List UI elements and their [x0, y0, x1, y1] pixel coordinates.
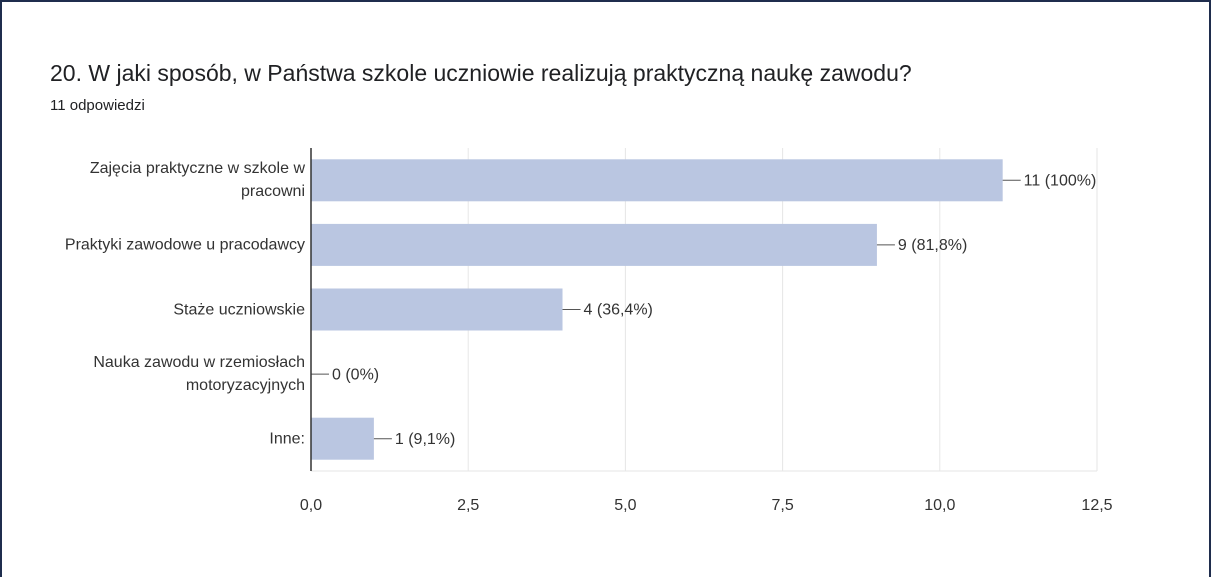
bar [311, 417, 374, 460]
bar [311, 159, 1003, 202]
y-tick-label: Nauka zawodu w rzemiosłach motoryzacyjny… [93, 354, 305, 395]
bar [311, 288, 563, 331]
bar [311, 223, 877, 266]
chart-subtitle: 11 odpowiedzi [50, 97, 145, 114]
x-tick-label: 5,0 [614, 497, 636, 514]
x-tick-label: 0,0 [300, 497, 322, 514]
y-tick-label: Zajęcia praktyczne w szkole w pracowni [89, 160, 305, 201]
y-tick-label: Inne: [269, 430, 305, 448]
chart-title: 20. W jaki sposób, w Państwa szkole uczn… [50, 60, 912, 86]
x-tick-label: 7,5 [771, 497, 793, 514]
data-label: 1 (9,1%) [395, 431, 455, 448]
data-label: 4 (36,4%) [584, 302, 653, 319]
data-label: 9 (81,8%) [898, 237, 967, 254]
data-label: 11 (100%) [1024, 173, 1097, 190]
x-tick-label: 10,0 [924, 497, 955, 514]
x-tick-label: 12,5 [1081, 497, 1112, 514]
y-tick-label: Praktyki zawodowe u pracodawcy [64, 236, 305, 254]
x-tick-label: 2,5 [457, 497, 479, 514]
y-tick-label: Staże uczniowskie [173, 301, 305, 318]
data-label: 0 (0%) [332, 366, 379, 383]
